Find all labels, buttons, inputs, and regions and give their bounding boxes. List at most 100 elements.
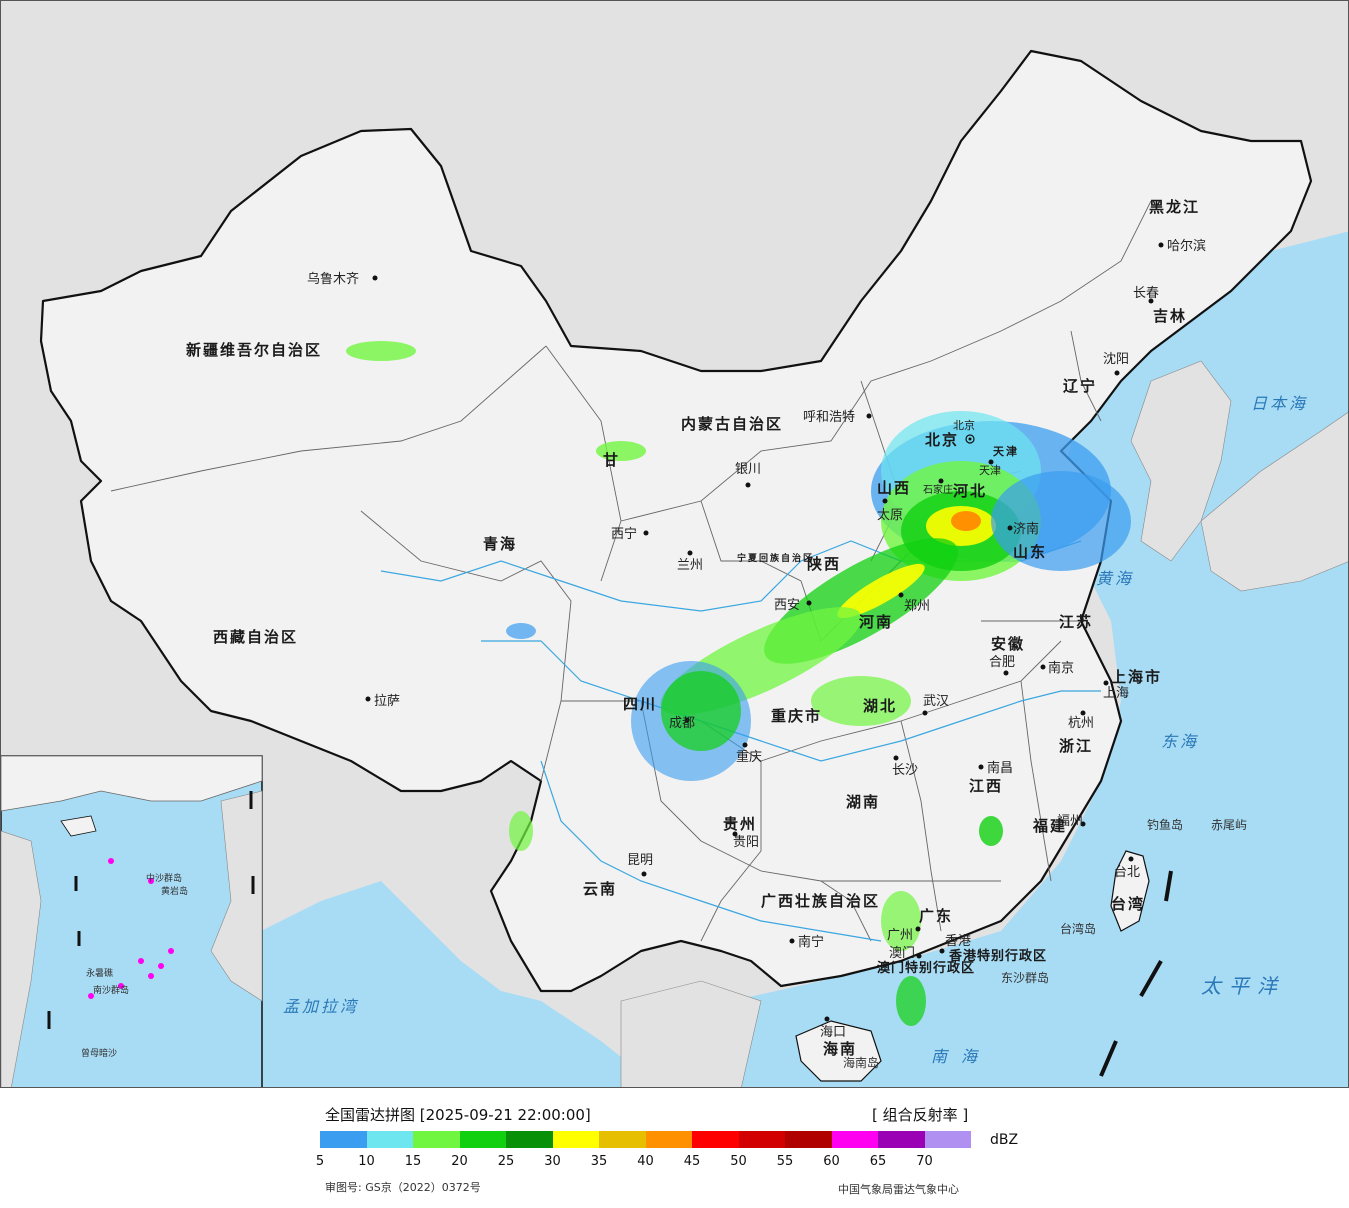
color-swatch-13: [924, 1131, 971, 1148]
sea-mengjialawan: 孟加拉湾: [283, 997, 359, 1016]
tick-label: 65: [869, 1154, 887, 1169]
tick-label: 25: [497, 1154, 515, 1169]
label-henan: 河南: [859, 613, 893, 631]
label-hunan: 湖南: [846, 793, 880, 811]
label-gansu: 甘: [603, 451, 620, 469]
label-guangdong: 广东: [919, 907, 953, 925]
tick-label: 20: [451, 1154, 468, 1169]
city-taibei: 台北: [1114, 865, 1140, 880]
label-guizhou: 贵州: [723, 815, 757, 833]
city-changchun: 长春: [1133, 286, 1159, 301]
island-chiweiyu: 赤尾屿: [1211, 818, 1247, 832]
label-shanghai-shi: 上海市: [1111, 668, 1162, 686]
province-labels: 新疆维吾尔自治区 西藏自治区 青海 甘 内蒙古自治区 黑龙江 吉林 辽宁 四川 …: [186, 198, 1198, 1058]
sea-labels: 日本海 黄海 东海 太平洋 南海 孟加拉湾: [283, 394, 1305, 1066]
label-shaanxi: 陕西: [807, 555, 841, 573]
hainan-island: [795, 1020, 882, 1082]
echo-xinjiang: [346, 341, 416, 361]
korea-land: [1130, 360, 1232, 562]
japan-land: [1200, 412, 1348, 592]
tick-label: 40: [637, 1154, 654, 1169]
echo-hainan-sea: [896, 976, 926, 1026]
island-hainandao: 海南岛: [843, 1055, 879, 1070]
label-hubei: 湖北: [863, 697, 897, 715]
tick-label: 35: [590, 1154, 608, 1169]
tick-label: 15: [404, 1154, 422, 1169]
indochina-land: [620, 980, 762, 1087]
city-guiyang: 贵阳: [733, 835, 759, 850]
city-haerbin: 哈尔滨: [1167, 238, 1206, 254]
tick-label: 50: [730, 1154, 747, 1169]
label-jiangsu: 江苏: [1059, 613, 1093, 631]
sea-donghai: 东海: [1161, 732, 1199, 751]
sea-taipingyang: 太平洋: [1201, 974, 1285, 998]
label-hebei: 河北: [953, 482, 987, 500]
unit-label: dBZ: [990, 1132, 1019, 1148]
tick-label: 10: [358, 1154, 375, 1169]
island-nanshaqundao: 南沙群岛: [93, 984, 129, 996]
label-qinghai: 青海: [483, 535, 517, 553]
city-nanchang: 南昌: [987, 760, 1013, 776]
city-chengdu: 成都: [669, 716, 695, 731]
tick-label: 30: [544, 1154, 561, 1169]
city-zhengzhou: 郑州: [904, 599, 930, 614]
city-wulumuqi: 乌鲁木齐: [307, 271, 359, 287]
label-hongkong: 香港特别行政区: [948, 948, 1047, 964]
city-taiyuan: 太原: [877, 508, 903, 523]
label-guangxi: 广西壮族自治区: [761, 892, 880, 910]
color-swatch-10: [785, 1131, 832, 1148]
mosaic-title: 全国雷达拼图 [2025-09-21 22:00:00]: [325, 1106, 591, 1124]
city-haikou: 海口: [820, 1025, 846, 1040]
color-swatch-1: [366, 1131, 413, 1148]
sea-huanghai: 黄海: [1096, 569, 1134, 588]
nine-dash-segments: [1099, 870, 1173, 1077]
source-credit: 中国气象局雷达气象中心: [838, 1183, 959, 1196]
color-swatch-3: [459, 1131, 506, 1148]
city-nanning: 南宁: [798, 934, 824, 950]
label-anhui: 安徽: [991, 635, 1025, 653]
color-swatch-6: [599, 1131, 646, 1148]
echo-yunnan: [509, 811, 533, 851]
city-shijiazhuang: 石家庄: [923, 483, 953, 496]
color-scale-bar: [320, 1131, 971, 1148]
city-hefei: 合肥: [989, 655, 1015, 670]
island-labels: 钓鱼岛 赤尾屿 台湾岛 东沙群岛 海南岛 中沙群岛 南沙群岛 曾母暗沙 黄岩岛 …: [81, 817, 1247, 1070]
tick-label: 60: [823, 1154, 840, 1169]
city-nanjing: 南京: [1048, 660, 1074, 676]
echo-sichuan-green: [661, 671, 741, 751]
color-swatch-12: [878, 1131, 925, 1148]
label-yunnan: 云南: [583, 880, 617, 898]
approval-number: 审图号: GS京（2022）0372号: [325, 1181, 481, 1194]
city-yinchuan: 银川: [735, 462, 761, 477]
island-zengmuansha: 曾母暗沙: [81, 1047, 117, 1059]
island-yongshujiao: 永暑礁: [86, 967, 113, 979]
label-chongqing: 重庆市: [771, 707, 822, 725]
tick-label: 5: [315, 1154, 325, 1169]
bay-of-bengal: [261, 881, 659, 1087]
color-swatch-7: [645, 1131, 692, 1148]
label-jiangxi: 江西: [969, 777, 1003, 795]
map-canvas: 新疆维吾尔自治区 西藏自治区 青海 甘 内蒙古自治区 黑龙江 吉林 辽宁 四川 …: [1, 49, 1348, 1087]
city-lanzhou: 兰州: [677, 558, 703, 573]
label-neimenggu: 内蒙古自治区: [681, 415, 783, 433]
echo-gansu: [596, 441, 646, 461]
label-macao: 澳门特别行政区: [877, 960, 975, 976]
tick-label: 45: [683, 1154, 701, 1169]
city-wuhan: 武汉: [923, 694, 949, 709]
city-guangzhou: 广州: [887, 928, 913, 943]
label-tianjin-prov: 天津: [993, 444, 1019, 458]
island-taiwandao: 台湾岛: [1060, 921, 1096, 936]
color-swatch-2: [413, 1131, 460, 1148]
city-hangzhou: 杭州: [1068, 716, 1094, 731]
south-china-sea-inset: [1, 755, 263, 1087]
product-type: [ 组合反射率 ]: [872, 1106, 969, 1124]
color-swatch-8: [692, 1131, 739, 1148]
label-liaoning: 辽宁: [1063, 377, 1097, 395]
city-xianggang: 香港: [945, 934, 971, 949]
legend-panel: 全国雷达拼图 [2025-09-21 22:00:00] [ 组合反射率 ] d…: [0, 1088, 1349, 1208]
city-lasa: 拉萨: [374, 694, 400, 709]
island-diaoyudao: 钓鱼岛: [1147, 817, 1183, 832]
echo-guangdong: [881, 891, 921, 951]
color-swatch-5: [552, 1131, 599, 1148]
